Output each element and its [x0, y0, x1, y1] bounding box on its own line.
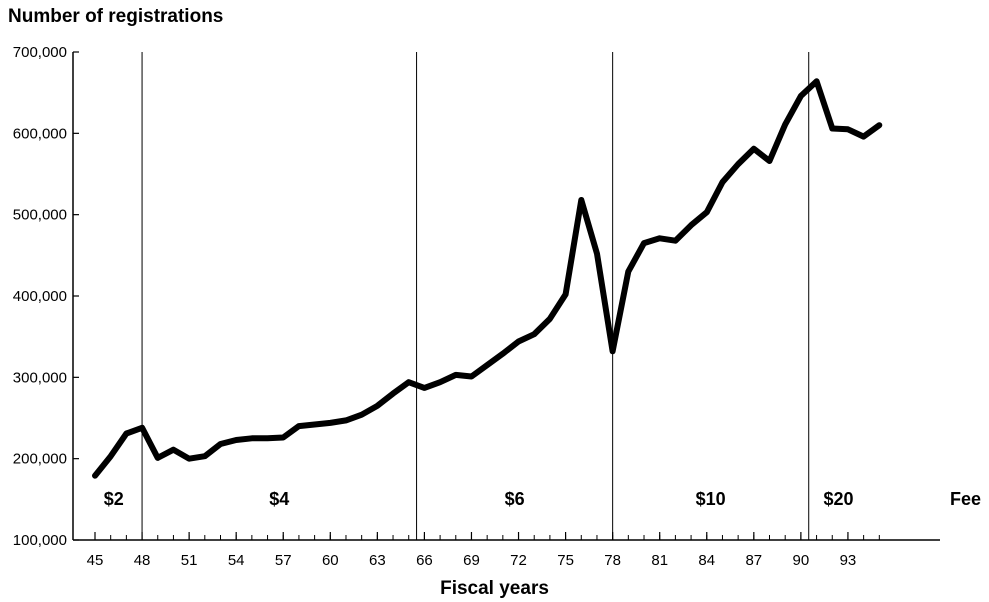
x-tick-label: 75	[557, 552, 574, 569]
y-tick-label: 700,000	[13, 44, 67, 61]
x-axis-title: Fiscal years	[440, 578, 549, 599]
fee-period-label: $4	[269, 489, 289, 509]
y-tick-label: 200,000	[13, 451, 67, 468]
x-tick-label: 69	[463, 552, 480, 569]
y-tick-label: 500,000	[13, 207, 67, 224]
x-tick-label: 45	[87, 552, 104, 569]
x-tick-label: 57	[275, 552, 292, 569]
x-tick-label: 87	[745, 552, 762, 569]
y-axis-title: Number of registrations	[8, 6, 224, 27]
axes: 100,000 200,000 300,000 400,000 500,000 600,0…	[13, 44, 940, 569]
fee-labels: $2 $4 $6 $10 $20	[104, 489, 854, 509]
x-tick-label: 63	[369, 552, 386, 569]
y-tick-label: 300,000	[13, 369, 67, 386]
x-tick-label: 90	[793, 552, 810, 569]
x-tick-label: 72	[510, 552, 527, 569]
fee-label: Fee	[950, 489, 981, 509]
fee-period-label: $2	[104, 489, 124, 509]
y-tick-label: 600,000	[13, 125, 67, 142]
x-tick-label: 81	[651, 552, 668, 569]
x-tick-label: 51	[181, 552, 198, 569]
fee-period-label: $10	[696, 489, 726, 509]
x-tick-label: 78	[604, 552, 621, 569]
series-layer	[92, 78, 883, 479]
y-tick-label: 400,000	[13, 288, 67, 305]
fee-period-label: $20	[824, 489, 854, 509]
fee-period-label: $6	[505, 489, 525, 509]
x-tick-label: 84	[698, 552, 715, 569]
x-tick-label: 66	[416, 552, 433, 569]
series-line	[92, 78, 883, 479]
fee-dividers	[141, 52, 810, 540]
x-tick-label: 54	[228, 552, 245, 569]
x-tick-label: 93	[840, 552, 857, 569]
y-tick-label: 100,000	[13, 532, 67, 549]
x-tick-label: 60	[322, 552, 339, 569]
x-tick-label: 48	[134, 552, 151, 569]
